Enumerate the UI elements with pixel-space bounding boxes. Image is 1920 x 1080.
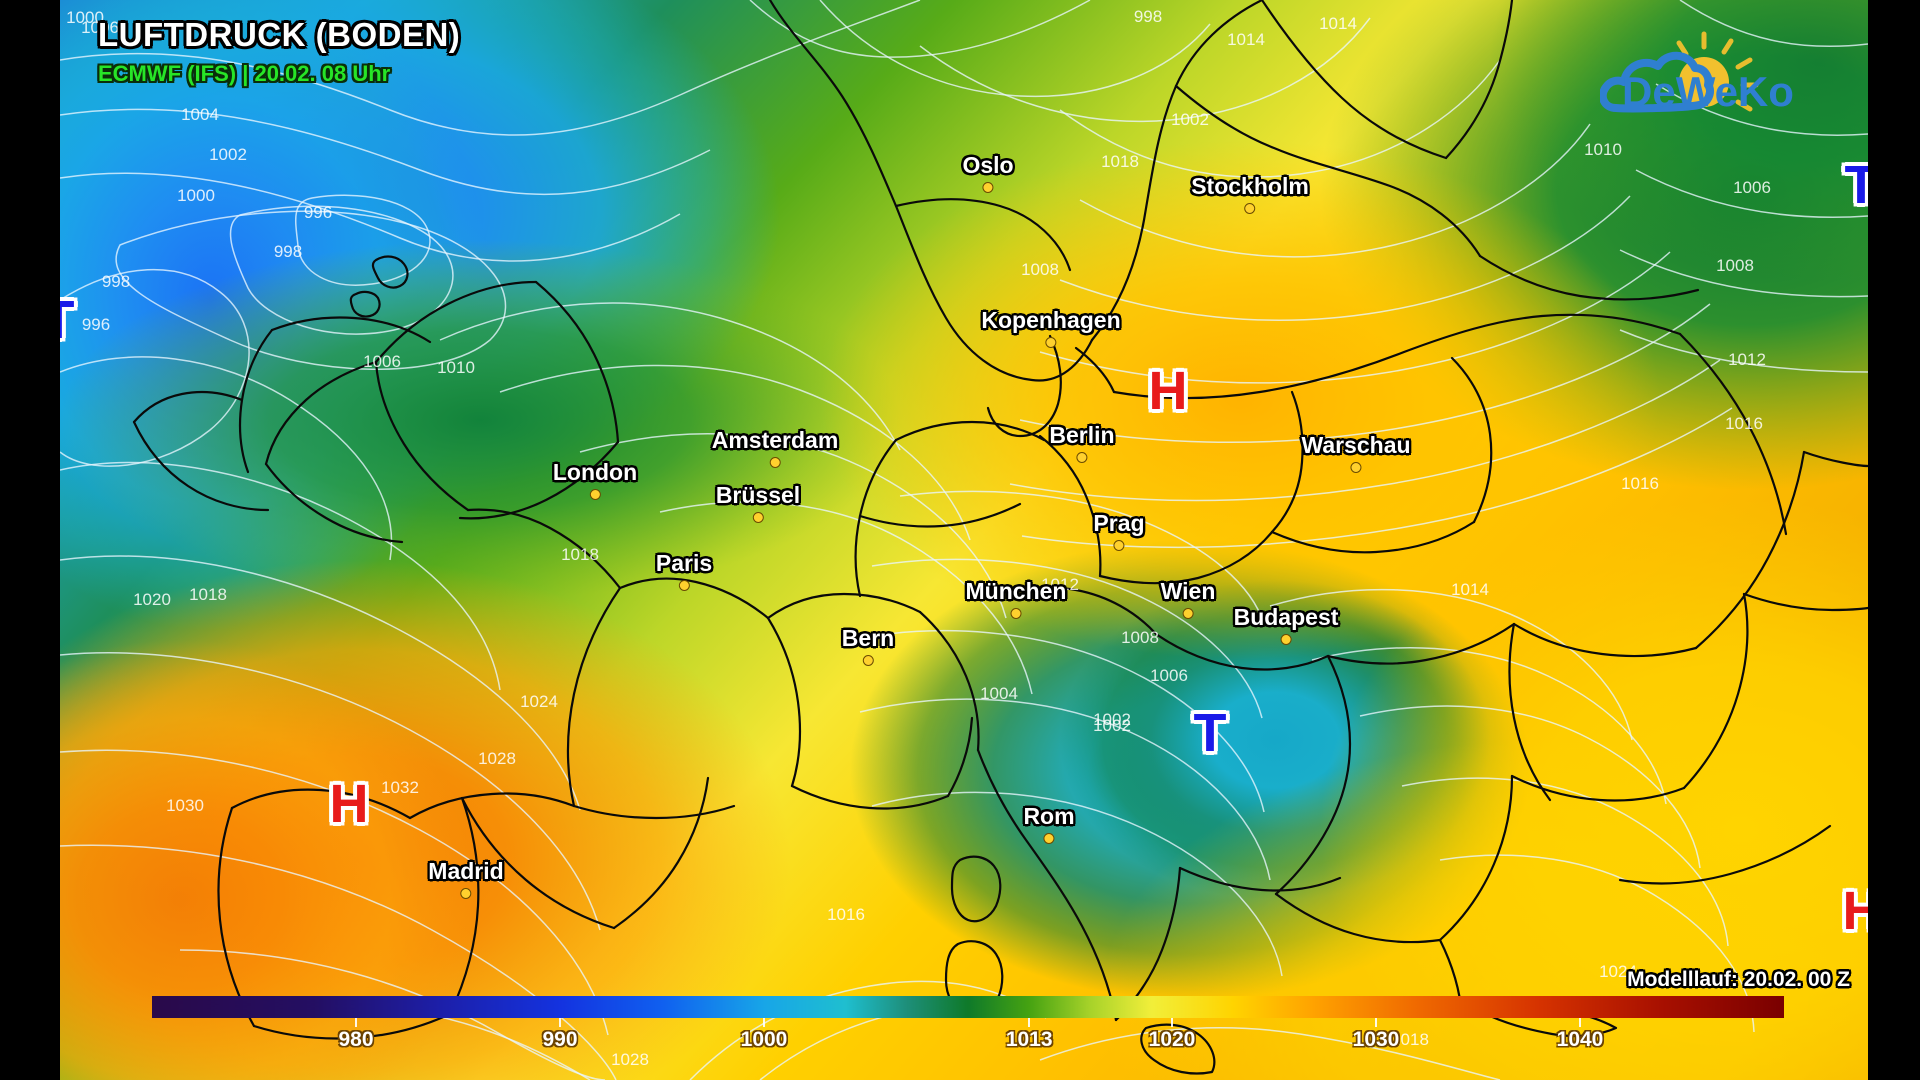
colorbar-tick-label: 1030 [1352,1028,1400,1051]
letterbox-bar-right [1868,0,1920,1080]
pressure-colorbar[interactable]: 980 990 1000 1013 1020 1030 1040 [152,996,1784,1058]
colorbar-ticks: 980 990 1000 1013 1020 1030 1040 [152,1018,1784,1058]
colorbar-tick-label: 1020 [1148,1028,1196,1051]
colorbar-tick-label: 1013 [1005,1028,1053,1051]
colorbar-tick [1375,1018,1377,1027]
colorbar-tick [559,1018,561,1027]
sun-icon [1676,31,1759,112]
colorbar-tick-label: 1000 [740,1028,788,1051]
colorbar-tick [1579,1018,1581,1027]
letterbox-bar-left [0,0,60,1080]
colorbar-tick [1171,1018,1173,1027]
logo-text: DeWeKo [1622,68,1794,115]
colorbar-tick-label: 1040 [1556,1028,1604,1051]
coastlines [132,0,1868,1075]
colorbar-tick [355,1018,357,1027]
model-run-stamp: Modelllauf: 20.02. 00 Z [1627,968,1850,991]
deweko-logo[interactable]: DeWeKo [1598,30,1810,122]
pressure-map[interactable]: 1000 1006 1004 1002 1000 996 998 998 996 1006 1010… [60,0,1868,1080]
colorbar-tick [763,1018,765,1027]
colorbar-gradient [152,996,1784,1018]
colorbar-tick-label: 990 [542,1028,578,1051]
title-block: LUFTDRUCK (BODEN) ECMWF (IFS) | 20.02. 0… [98,16,460,87]
page-title: LUFTDRUCK (BODEN) [98,16,461,53]
isobar-lines [60,0,1868,1080]
cloud-icon [1598,51,1714,113]
map-canvas [60,0,1868,1080]
model-subtitle: ECMWF (IFS) | 20.02. 08 Uhr [98,61,391,86]
colorbar-tick-label: 980 [338,1028,374,1051]
colorbar-tick [1028,1018,1031,1027]
